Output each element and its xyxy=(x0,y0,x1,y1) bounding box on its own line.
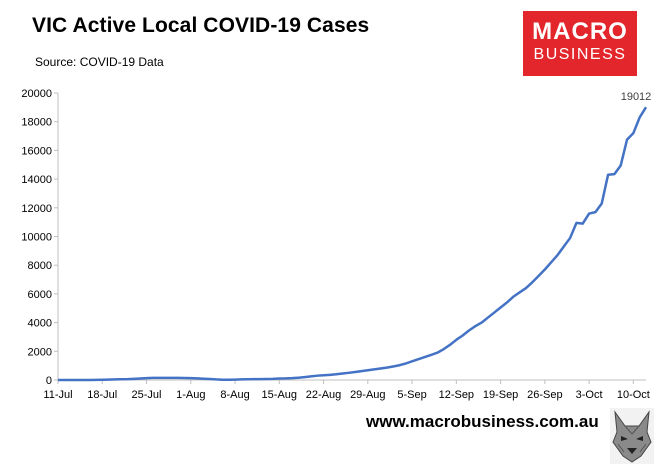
chart-title: VIC Active Local COVID-19 Cases xyxy=(32,14,370,37)
x-tick-label: 15-Aug xyxy=(262,389,297,401)
x-tick-label: 19-Sep xyxy=(483,389,518,401)
y-tick-label: 10000 xyxy=(21,232,52,244)
x-tick-label: 22-Aug xyxy=(306,389,341,401)
x-tick-label: 25-Jul xyxy=(132,389,162,401)
logo-text-macro: MACRO xyxy=(532,18,628,45)
x-tick-label: 29-Aug xyxy=(350,389,385,401)
x-axis: 11-Jul 18-Jul 25-Jul 1-Aug 8-Aug 15-Aug 22-Aug… xyxy=(43,379,650,401)
y-tick-label: 12000 xyxy=(21,203,52,215)
y-tick-label: 4000 xyxy=(28,318,52,330)
x-tick-label: 10-Oct xyxy=(617,389,650,401)
y-tick-label: 6000 xyxy=(28,289,52,301)
x-tick-label: 11-Jul xyxy=(43,389,72,401)
y-tick-label: 18000 xyxy=(21,117,52,129)
x-tick-label: 12-Sep xyxy=(439,389,474,401)
x-tick-label: 1-Aug xyxy=(176,389,205,401)
y-tick-label: 2000 xyxy=(28,346,52,358)
y-tick-label: 14000 xyxy=(21,174,52,186)
logo-text-business: BUSINESS xyxy=(533,46,627,63)
y-tick-label: 20000 xyxy=(21,88,52,100)
series-line-active-cases xyxy=(58,106,648,382)
website-url: www.macrobusiness.com.au xyxy=(366,412,599,431)
y-tick-label: 0 xyxy=(46,375,52,387)
x-tick-label: 5-Sep xyxy=(397,389,426,401)
x-tick-label: 26-Sep xyxy=(527,389,562,401)
series-layer: 19012 xyxy=(58,91,652,382)
macro-business-logo: MACRO BUSINESS xyxy=(523,11,637,76)
y-tick-label: 16000 xyxy=(21,145,52,157)
x-tick-label: 3-Oct xyxy=(576,389,603,401)
y-axis: 0 2000 4000 6000 8000 10000 12000 14000 16000 180… xyxy=(21,88,59,387)
chart-source: Source: COVID-19 Data xyxy=(35,55,164,69)
y-tick-label: 8000 xyxy=(28,260,52,272)
x-tick-label: 18-Jul xyxy=(87,389,117,401)
wolf-head-icon xyxy=(610,408,654,464)
x-tick-label: 8-Aug xyxy=(220,389,249,401)
end-data-label: 19012 xyxy=(621,91,652,103)
